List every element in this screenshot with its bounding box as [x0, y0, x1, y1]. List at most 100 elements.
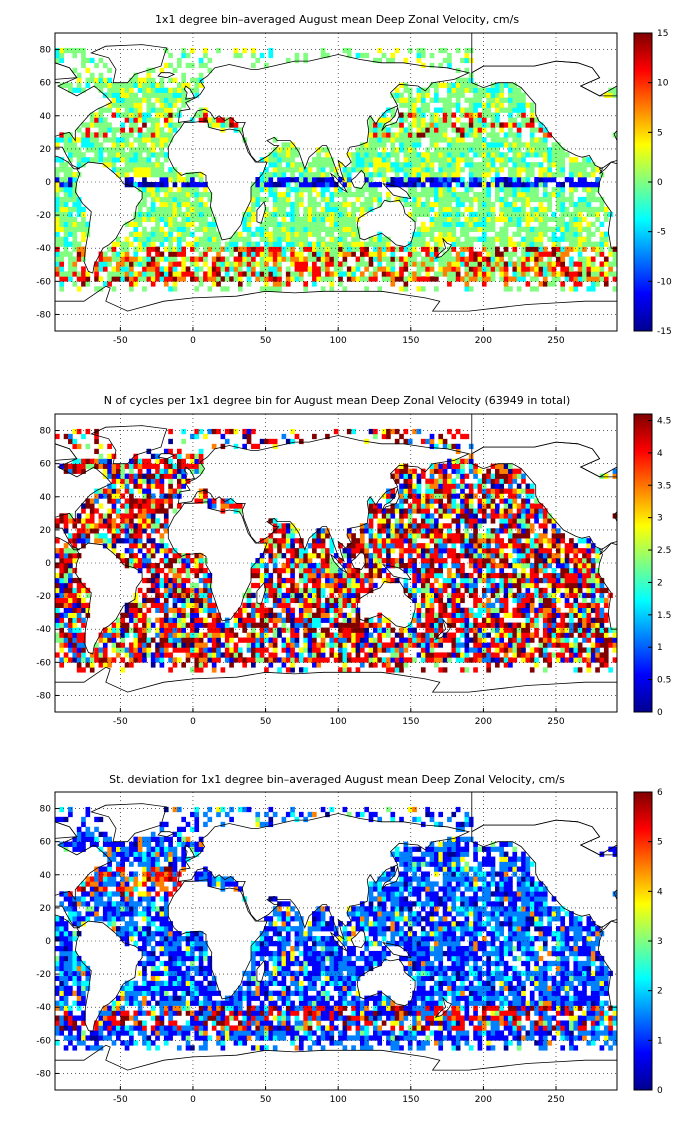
data-cell [373, 191, 378, 198]
data-cell [373, 142, 378, 148]
data-cell [329, 637, 335, 643]
data-cell [603, 281, 609, 287]
data-cell [290, 597, 295, 604]
data-cell [547, 167, 552, 173]
data-cell [316, 226, 322, 232]
data-cell [508, 132, 513, 138]
data-cell [98, 152, 104, 158]
data-cell [495, 172, 500, 178]
data-cell [155, 592, 160, 599]
data-cell [521, 107, 526, 113]
data-cell [338, 271, 343, 277]
data-cell [538, 266, 544, 272]
data-cell [556, 196, 561, 203]
data-cell [534, 607, 539, 613]
data-cell [68, 206, 73, 213]
coastline-borneo [350, 169, 367, 190]
data-cell [351, 607, 356, 613]
data-cell [268, 221, 274, 227]
data-cell [586, 587, 592, 594]
data-cell [429, 602, 435, 608]
data-cell [547, 177, 552, 183]
data-cell [512, 642, 518, 648]
data-cell [468, 87, 474, 93]
data-cell [190, 667, 195, 673]
data-cell [146, 642, 152, 648]
data-cell [529, 107, 535, 113]
data-cell [333, 577, 339, 584]
data-cell [599, 246, 605, 252]
data-cell [394, 642, 400, 648]
data-cell [137, 607, 143, 613]
data-cell [194, 652, 200, 658]
data-cell [172, 211, 178, 218]
data-cell [181, 201, 186, 208]
data-cell [120, 256, 126, 262]
data-cell [329, 582, 335, 589]
data-cell [176, 632, 182, 638]
data-cell [190, 211, 195, 218]
data-cell [447, 602, 452, 608]
data-cell [442, 57, 448, 64]
data-cell [246, 241, 252, 247]
data-cell [264, 607, 269, 613]
data-cell [272, 201, 278, 208]
data-cell [163, 157, 169, 163]
data-cell [586, 196, 592, 203]
data-cell [547, 577, 552, 584]
data-cell [481, 276, 487, 282]
data-cell [129, 92, 134, 98]
data-cell [495, 147, 500, 153]
data-cell [76, 256, 82, 262]
data-cell [68, 172, 73, 178]
data-cell [59, 617, 65, 623]
data-cell [451, 82, 457, 88]
data-cell [420, 157, 426, 163]
data-cell [316, 157, 322, 163]
data-cell [429, 251, 435, 257]
data-cell [338, 622, 343, 628]
data-cell [508, 186, 513, 193]
data-cell [190, 221, 195, 227]
data-cell [442, 607, 448, 613]
data-cell [412, 167, 417, 173]
data-cell [368, 256, 374, 262]
data-cell [403, 627, 409, 633]
data-cell [529, 226, 535, 232]
data-cell [146, 261, 152, 267]
data-cell [451, 241, 457, 247]
data-cell [129, 127, 134, 133]
coastline-africa [167, 120, 268, 241]
data-cell [150, 87, 156, 93]
data-cell [120, 241, 126, 247]
data-cell [185, 201, 191, 208]
data-cell [312, 652, 317, 658]
data-cell [447, 87, 452, 93]
data-cell [560, 211, 566, 218]
data-cell [473, 276, 478, 282]
data-cell [63, 216, 69, 223]
data-cell [216, 251, 221, 257]
data-cell [490, 102, 496, 108]
data-cell [377, 632, 383, 638]
data-cell [521, 622, 526, 628]
data-cell [490, 622, 496, 628]
data-cell [420, 587, 426, 594]
data-cell [577, 617, 583, 623]
data-cell [338, 221, 343, 227]
data-cell [490, 236, 496, 242]
data-cell [55, 201, 60, 208]
data-cell [569, 602, 574, 608]
data-cell [224, 627, 230, 633]
data-cell [508, 177, 513, 183]
data-cell [163, 246, 169, 252]
data-cell [338, 191, 343, 198]
data-cell [390, 122, 396, 128]
data-cell [542, 587, 548, 594]
data-cell [438, 236, 444, 242]
data-cell [194, 196, 200, 203]
data-cell [185, 647, 191, 653]
data-cell [63, 221, 69, 227]
data-cell [599, 241, 605, 247]
data-cell [455, 206, 461, 213]
